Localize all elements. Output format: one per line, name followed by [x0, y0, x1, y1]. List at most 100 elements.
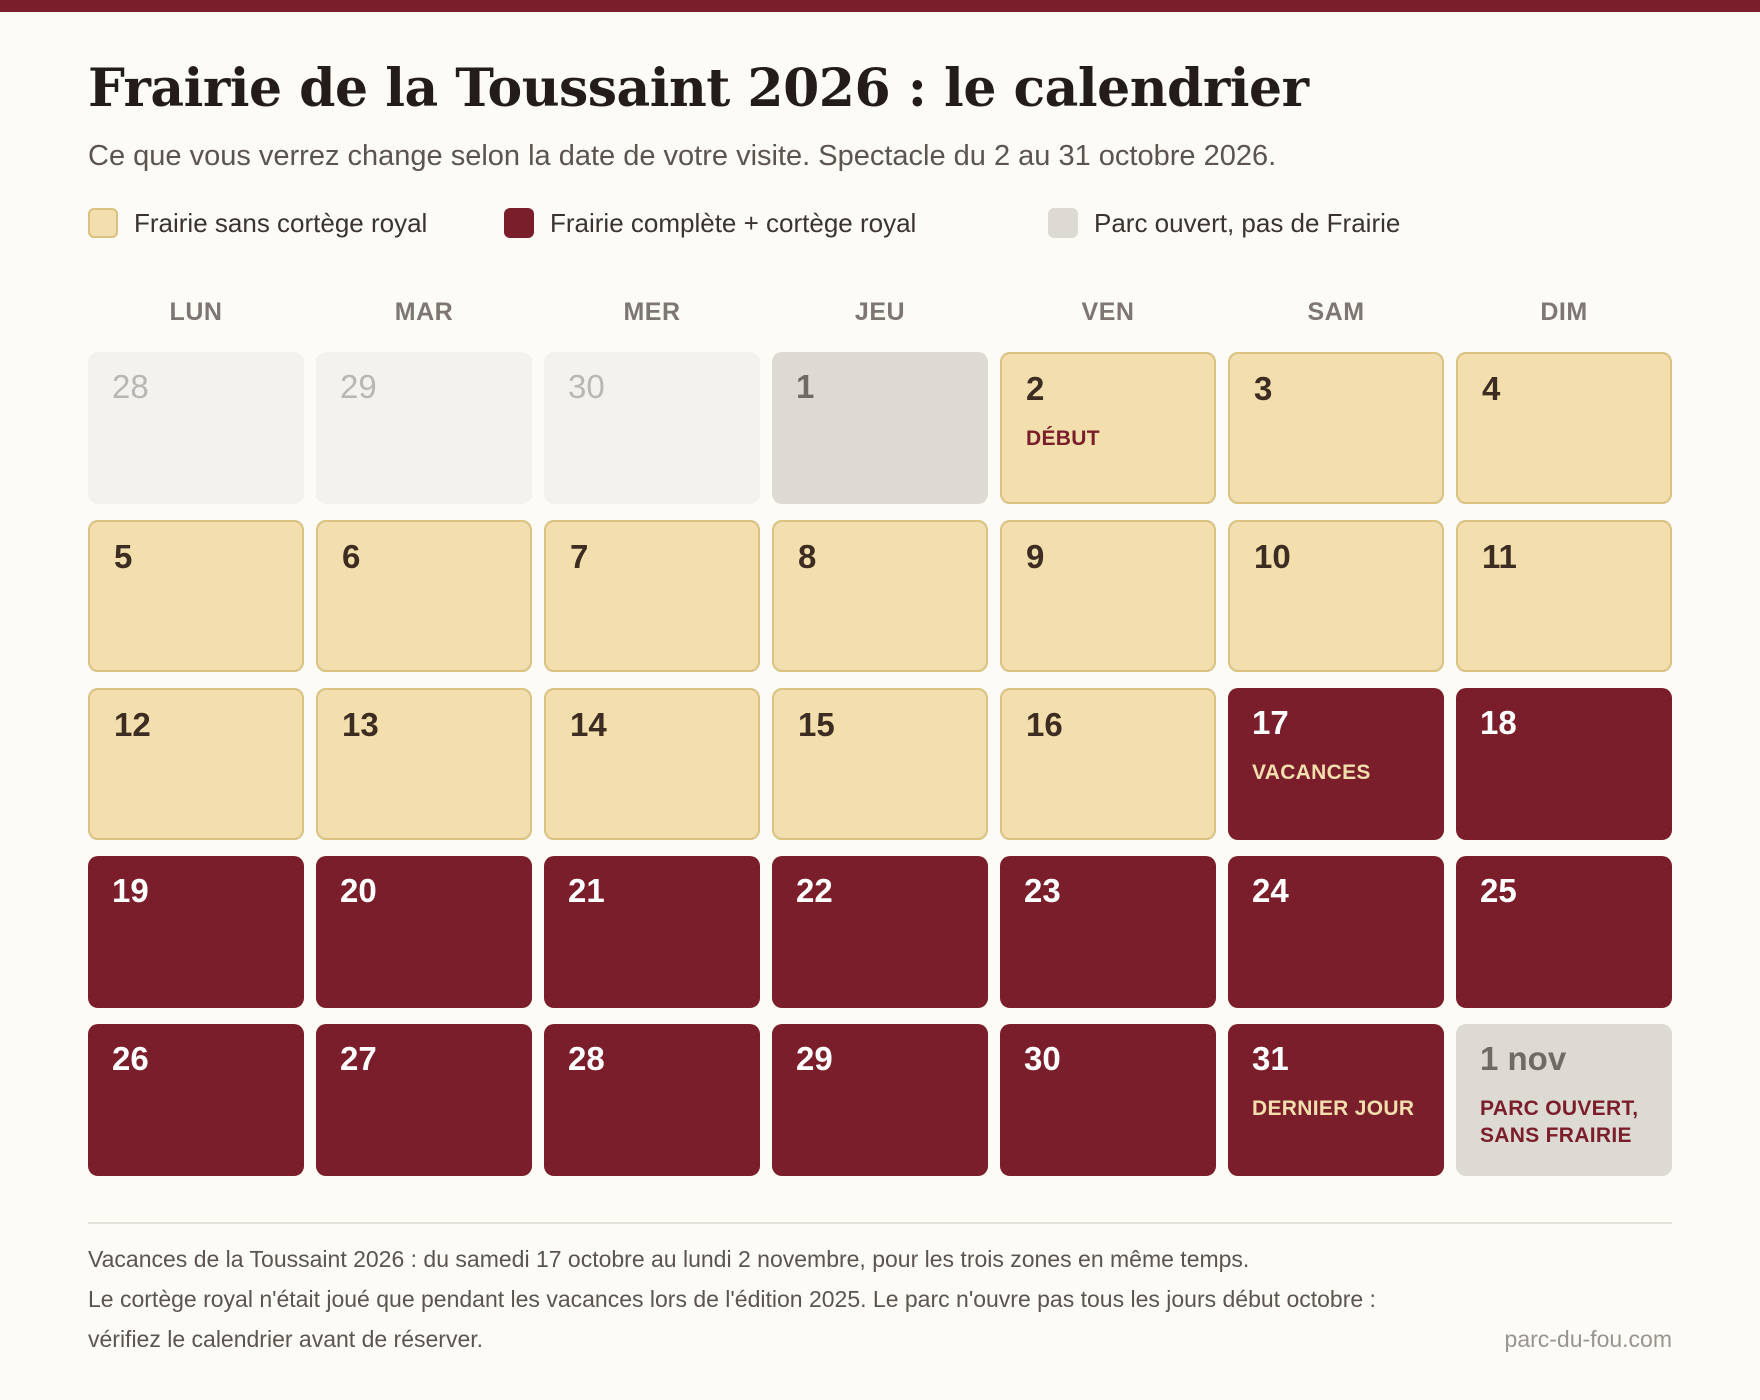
- calendar-day-cell: 31 DERNIER JOUR: [1228, 1024, 1444, 1176]
- day-number: 13: [342, 706, 379, 743]
- calendar-day-cell: 22: [772, 856, 988, 1008]
- day-number: 16: [1026, 706, 1063, 743]
- legend-label: Parc ouvert, pas de Frairie: [1094, 207, 1401, 238]
- day-number: 18: [1480, 704, 1517, 741]
- weekday-lun: LUN: [169, 298, 223, 326]
- day-number: 31: [1252, 1040, 1289, 1077]
- day-note: PARC OUVERT, SANS FRAIRIE: [1480, 1097, 1639, 1148]
- calendar-day-cell: 8: [772, 520, 988, 672]
- day-number: 30: [1024, 1040, 1061, 1077]
- calendar-day-cell: 9: [1000, 520, 1216, 672]
- day-number: 5: [114, 538, 133, 575]
- day-number: 19: [112, 872, 149, 909]
- source-credit: parc-du-fou.com: [1504, 1326, 1672, 1352]
- calendar-day-cell: 1 nov PARC OUVERT, SANS FRAIRIE: [1456, 1024, 1672, 1176]
- footer-divider: [88, 1222, 1672, 1224]
- weekday-mer: MER: [623, 298, 681, 326]
- day-number: 17: [1252, 704, 1289, 741]
- day-number: 2: [1026, 370, 1045, 407]
- calendar-day-cell: 24: [1228, 856, 1444, 1008]
- calendar-day-cell: 10: [1228, 520, 1444, 672]
- day-number: 4: [1482, 370, 1501, 407]
- calendar-day-cell: 27: [316, 1024, 532, 1176]
- calendar-day-cell: 23: [1000, 856, 1216, 1008]
- day-number: 21: [568, 872, 605, 909]
- day-number: 28: [112, 368, 149, 405]
- day-number: 23: [1024, 872, 1061, 909]
- day-number: 24: [1252, 872, 1289, 909]
- calendar-day-cell: 7: [544, 520, 760, 672]
- day-note: DÉBUT: [1026, 427, 1100, 450]
- calendar-day-cell: 14: [544, 688, 760, 840]
- weekday-header: LUN MAR MER JEU VEN SAM DIM: [88, 298, 1672, 332]
- legend-item-frairie-sans-cortege: Frairie sans cortège royal: [88, 206, 427, 240]
- day-note: DERNIER JOUR: [1252, 1097, 1415, 1120]
- legend-swatch: [88, 208, 118, 238]
- footnote-line: Le cortège royal n'était joué que pendan…: [88, 1286, 1376, 1312]
- calendar-day-cell: 3: [1228, 352, 1444, 504]
- calendar-day-cell: 17 VACANCES: [1228, 688, 1444, 840]
- calendar-day-cell: 2 DÉBUT: [1000, 352, 1216, 504]
- day-number: 9: [1026, 538, 1045, 575]
- day-number: 10: [1254, 538, 1291, 575]
- day-number: 6: [342, 538, 361, 575]
- day-number: 28: [568, 1040, 605, 1077]
- calendar-day-cell: 18: [1456, 688, 1672, 840]
- calendar-day-cell: 6: [316, 520, 532, 672]
- calendar-day-cell: 4: [1456, 352, 1672, 504]
- legend-item-parc-ouvert: Parc ouvert, pas de Frairie: [1048, 206, 1400, 240]
- weekday-mar: MAR: [394, 298, 454, 326]
- calendar-day-cell: 28: [544, 1024, 760, 1176]
- day-number: 1 nov: [1480, 1040, 1567, 1077]
- day-number: 27: [340, 1040, 377, 1077]
- calendar-day-cell: 16: [1000, 688, 1216, 840]
- calendar-day-cell: 25: [1456, 856, 1672, 1008]
- calendar-day-cell: 28: [88, 352, 304, 504]
- day-note: VACANCES: [1252, 761, 1371, 784]
- page-title: Frairie de la Toussaint 2026 : le calend…: [88, 58, 1309, 119]
- calendar-day-cell: 19: [88, 856, 304, 1008]
- weekday-sam: SAM: [1307, 298, 1365, 326]
- day-number: 26: [112, 1040, 149, 1077]
- day-number: 12: [114, 706, 151, 743]
- calendar-day-cell: 1: [772, 352, 988, 504]
- calendar-day-cell: 12: [88, 688, 304, 840]
- calendar-day-cell: 26: [88, 1024, 304, 1176]
- legend-label: Frairie sans cortège royal: [134, 207, 428, 238]
- day-number: 1: [796, 368, 815, 405]
- day-number: 25: [1480, 872, 1517, 909]
- weekday-ven: VEN: [1081, 298, 1135, 326]
- day-number: 29: [340, 368, 377, 405]
- legend-item-frairie-complete: Frairie complète + cortège royal: [504, 206, 916, 240]
- calendar-day-cell: 29: [772, 1024, 988, 1176]
- day-number: 14: [570, 706, 607, 743]
- calendar-grid: 28 29 30 1 2 DÉBUT 3 4 5 6 7 8 9 10 11 12 13 14 15 16 17 VACA…: [88, 352, 1672, 1176]
- footnote-line: vérifiez le calendrier avant de réserver…: [88, 1326, 484, 1352]
- weekday-dim: DIM: [1540, 298, 1588, 326]
- day-number: 30: [568, 368, 605, 405]
- calendar-day-cell: 29: [316, 352, 532, 504]
- calendar-day-cell: 5: [88, 520, 304, 672]
- calendar-day-cell: 21: [544, 856, 760, 1008]
- top-accent-bar: [0, 0, 1760, 12]
- calendar-day-cell: 13: [316, 688, 532, 840]
- calendar-day-cell: 15: [772, 688, 988, 840]
- weekday-jeu: JEU: [854, 298, 906, 326]
- legend-swatch: [1048, 208, 1078, 238]
- legend: Frairie sans cortège royal Frairie compl…: [88, 206, 1688, 240]
- footnote-line: Vacances de la Toussaint 2026 : du samed…: [88, 1246, 1250, 1272]
- day-number: 22: [796, 872, 833, 909]
- day-number: 7: [570, 538, 589, 575]
- day-number: 3: [1254, 370, 1273, 407]
- day-number: 20: [340, 872, 377, 909]
- day-number: 29: [796, 1040, 833, 1077]
- calendar-day-cell: 11: [1456, 520, 1672, 672]
- page-subtitle: Ce que vous verrez change selon la date …: [88, 140, 1277, 172]
- legend-label: Frairie complète + cortège royal: [550, 207, 917, 238]
- calendar-day-cell: 20: [316, 856, 532, 1008]
- day-number: 11: [1482, 538, 1517, 575]
- legend-swatch: [504, 208, 534, 238]
- day-number: 15: [798, 706, 835, 743]
- calendar-day-cell: 30: [1000, 1024, 1216, 1176]
- calendar-day-cell: 30: [544, 352, 760, 504]
